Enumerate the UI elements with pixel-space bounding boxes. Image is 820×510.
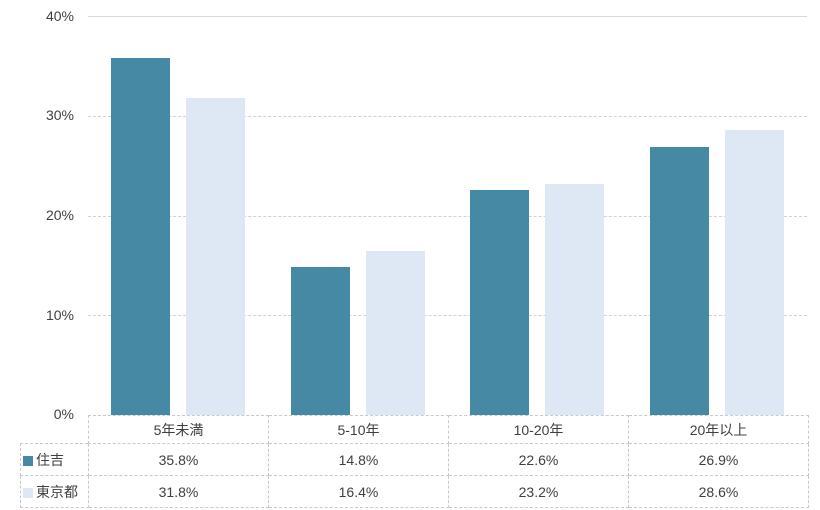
legend-cell-tokyo: 東京都 xyxy=(20,475,89,508)
value-cell: 23.2% xyxy=(448,475,629,508)
bar-group-5to10 xyxy=(268,16,448,415)
gridline-20 xyxy=(88,215,807,217)
bar-tokyo-10to20 xyxy=(545,183,605,415)
category-header-row: 5年未満 5-10年 10-20年 20年以上 xyxy=(21,415,809,444)
bar-group-10to20 xyxy=(448,16,628,415)
legend-cell-sumiyoshi: 住吉 xyxy=(20,443,89,476)
gridline-40 xyxy=(88,16,807,17)
bar-tokyo-under5 xyxy=(185,97,245,415)
category-header: 10-20年 xyxy=(448,415,629,444)
value-cell: 35.8% xyxy=(88,443,269,476)
value-cell: 26.9% xyxy=(628,443,809,476)
y-tick-label: 40% xyxy=(45,8,74,24)
y-axis: 40% 30% 20% 10% 0% xyxy=(0,0,76,422)
bar-sumiyoshi-over20 xyxy=(650,146,710,415)
bar-sumiyoshi-5to10 xyxy=(290,267,350,415)
value-cell: 14.8% xyxy=(268,443,449,476)
bar-groups xyxy=(88,16,807,415)
gridline-10 xyxy=(88,315,807,317)
y-tick-label: 30% xyxy=(45,107,74,123)
y-tick-label: 10% xyxy=(45,307,74,323)
table-row-sumiyoshi: 住吉 35.8% 14.8% 22.6% 26.9% xyxy=(20,443,809,476)
table-row-tokyo: 東京都 31.8% 16.4% 23.2% 28.6% xyxy=(20,475,809,508)
gridline-30 xyxy=(88,115,807,117)
table-corner-cell xyxy=(21,416,89,444)
plot-area xyxy=(88,16,807,415)
legend-swatch-sumiyoshi xyxy=(23,455,33,466)
bar-group-over20 xyxy=(627,16,807,415)
legend-label-sumiyoshi: 住吉 xyxy=(36,451,64,468)
y-tick-label: 20% xyxy=(45,207,74,223)
legend-swatch-tokyo xyxy=(23,487,33,498)
category-header: 5年未満 xyxy=(88,415,269,444)
value-cell: 28.6% xyxy=(628,475,809,508)
data-table: 5年未満 5-10年 10-20年 20年以上 住吉 35.8% 14.8% 2… xyxy=(20,415,809,508)
value-cell: 16.4% xyxy=(268,475,449,508)
value-cell: 31.8% xyxy=(88,475,269,508)
bar-sumiyoshi-under5 xyxy=(110,57,170,415)
y-tick-label: 0% xyxy=(53,406,74,422)
value-cell: 22.6% xyxy=(448,443,629,476)
category-header: 20年以上 xyxy=(628,415,809,444)
bar-tokyo-over20 xyxy=(725,129,785,415)
bar-sumiyoshi-10to20 xyxy=(470,189,530,415)
legend-label-tokyo: 東京都 xyxy=(36,483,78,500)
bar-group-under5 xyxy=(88,16,268,415)
category-header: 5-10年 xyxy=(268,415,449,444)
bar-tokyo-5to10 xyxy=(365,251,425,415)
